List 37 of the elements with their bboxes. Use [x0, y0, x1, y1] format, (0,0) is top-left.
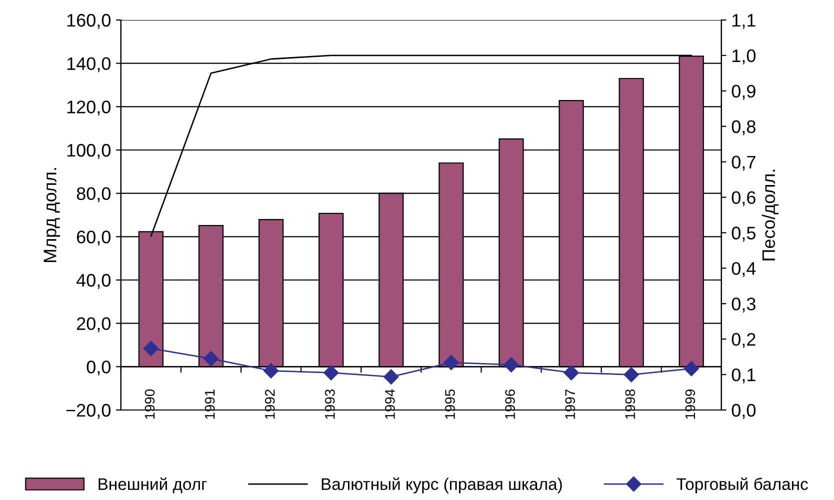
y-tick-label: 160,0: [67, 14, 111, 29]
point: [504, 357, 519, 372]
point: [263, 363, 279, 378]
y2-tick-label: 0,3: [732, 298, 756, 312]
point: [203, 351, 219, 366]
y2-tick-label: 0,7: [732, 156, 756, 171]
y-tick-label: 100,0: [67, 144, 111, 159]
point: [324, 365, 339, 380]
point: [384, 369, 399, 384]
legend-label: Валютный курс (правая шкала): [322, 478, 562, 494]
point: [624, 367, 639, 382]
y2-tick-label: 1,0: [732, 49, 756, 64]
y-tick-label: 40,0: [76, 274, 111, 289]
y2-tick-label: 1,1: [732, 14, 756, 29]
y-tick-label: 60,0: [76, 230, 111, 246]
y-tick-label: 80,0: [76, 187, 111, 202]
legend-label: Торговый баланс: [676, 478, 808, 494]
y-tick-label: 120,0: [67, 100, 111, 116]
point: [444, 354, 459, 370]
y-tick-label: 20,0: [76, 317, 111, 332]
point: [684, 361, 699, 376]
y-axis-title: Млрд долл.: [44, 168, 60, 262]
point: [143, 340, 159, 356]
y-tick-label: 140,0: [67, 57, 111, 72]
y-tick-label: 0,0: [86, 360, 111, 376]
y2-tick-label: 0,9: [732, 84, 756, 100]
y2-tick-label: 0,2: [732, 333, 756, 348]
y2-tick-label: 0,1: [732, 368, 756, 384]
y-tick-label: −20,0: [66, 404, 111, 419]
y2-tick-label: 0,4: [732, 262, 756, 278]
y2-tick-label: 0,0: [732, 404, 756, 419]
point: [564, 365, 579, 380]
y2-tick-label: 0,8: [732, 120, 756, 136]
y2-axis-title: Песо/долл.: [762, 170, 778, 260]
y2-tick-label: 0,5: [732, 226, 756, 242]
y2-tick-label: 0,6: [732, 191, 756, 206]
legend-label: Внешний долг: [98, 478, 207, 494]
